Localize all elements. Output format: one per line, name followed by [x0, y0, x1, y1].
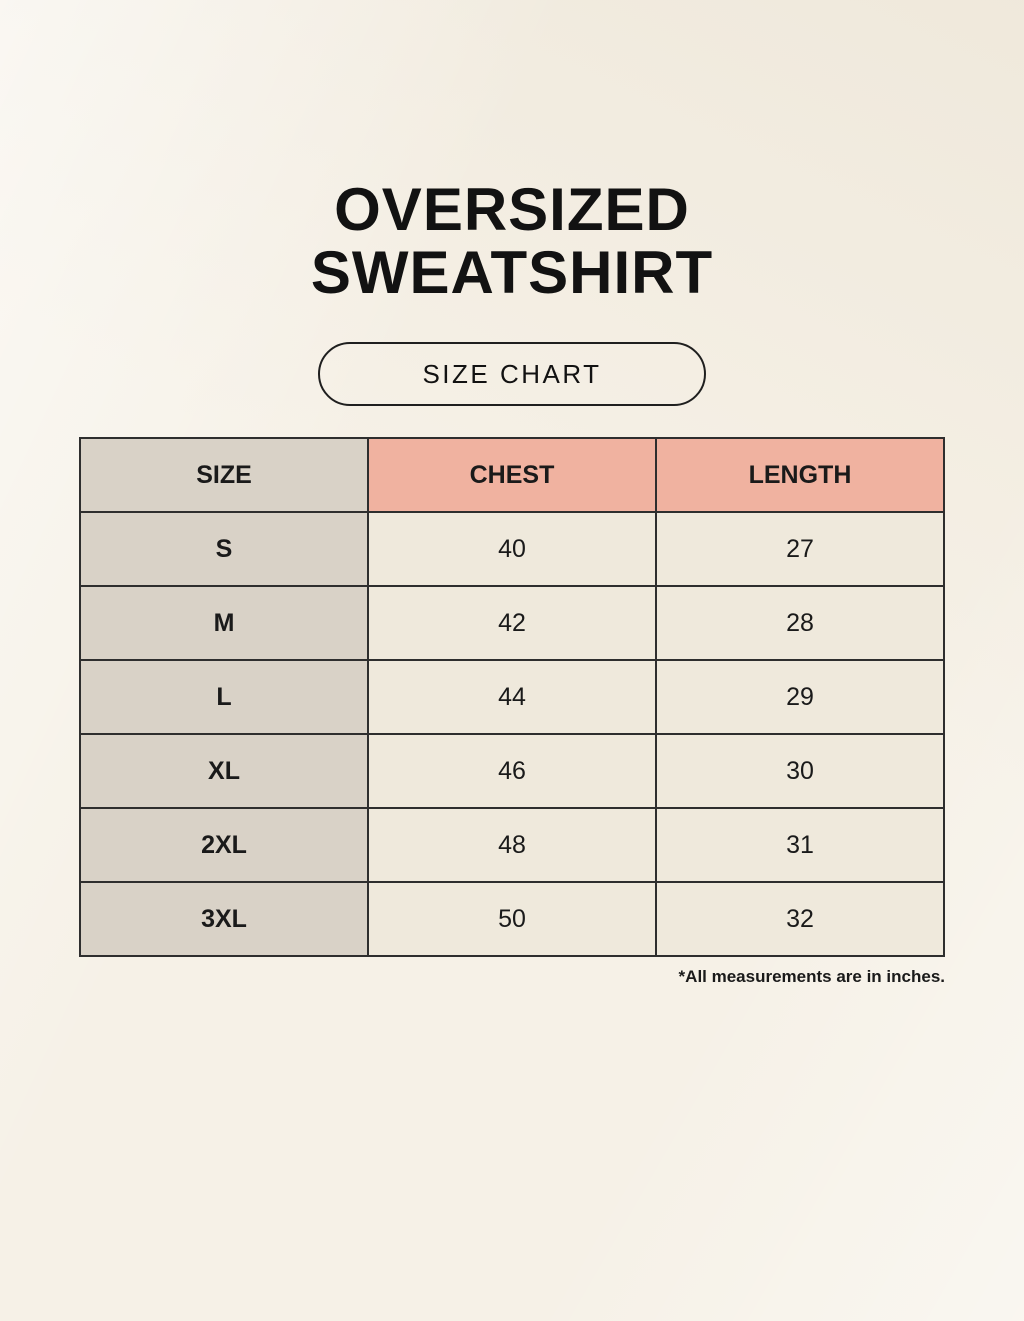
title-line-1: OVERSIZED	[334, 176, 690, 243]
chest-cell: 42	[367, 585, 657, 661]
title-line-2: SWEATSHIRT	[310, 239, 714, 306]
chest-cell: 40	[367, 511, 657, 587]
size-cell: L	[79, 659, 369, 735]
chest-cell: 44	[367, 659, 657, 735]
table-row: L 44 29	[79, 659, 945, 735]
size-cell: 2XL	[79, 807, 369, 883]
size-cell: S	[79, 511, 369, 587]
table-row: 2XL 48 31	[79, 807, 945, 883]
size-chart-table: SIZE CHEST LENGTH S 40 27 M 42 28 L 44 2…	[79, 437, 945, 957]
size-cell: M	[79, 585, 369, 661]
page-title: OVERSIZED SWEATSHIRT	[0, 0, 1024, 304]
measurements-footnote: *All measurements are in inches.	[678, 967, 945, 986]
table-row: S 40 27	[79, 511, 945, 587]
table-row: XL 46 30	[79, 733, 945, 809]
size-cell: 3XL	[79, 881, 369, 957]
size-chart-badge: SIZE CHART	[318, 342, 706, 406]
chest-header-cell: CHEST	[367, 437, 657, 513]
length-cell: 30	[655, 733, 945, 809]
length-cell: 28	[655, 585, 945, 661]
size-header-cell: SIZE	[79, 437, 369, 513]
length-cell: 32	[655, 881, 945, 957]
chest-cell: 46	[367, 733, 657, 809]
table-row: 3XL 50 32	[79, 881, 945, 957]
table-row: M 42 28	[79, 585, 945, 661]
table-header-row: SIZE CHEST LENGTH	[79, 437, 945, 513]
length-cell: 29	[655, 659, 945, 735]
size-cell: XL	[79, 733, 369, 809]
size-chart-badge-label: SIZE CHART	[422, 358, 602, 389]
chest-cell: 50	[367, 881, 657, 957]
chest-cell: 48	[367, 807, 657, 883]
length-cell: 31	[655, 807, 945, 883]
length-cell: 27	[655, 511, 945, 587]
length-header-cell: LENGTH	[655, 437, 945, 513]
